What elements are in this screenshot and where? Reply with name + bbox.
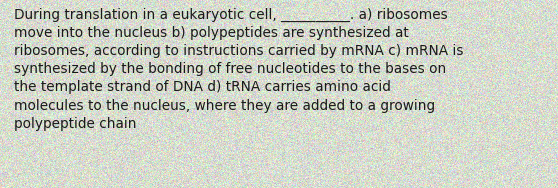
Text: During translation in a eukaryotic cell, __________. a) ribosomes
move into the : During translation in a eukaryotic cell,… [14,8,464,131]
